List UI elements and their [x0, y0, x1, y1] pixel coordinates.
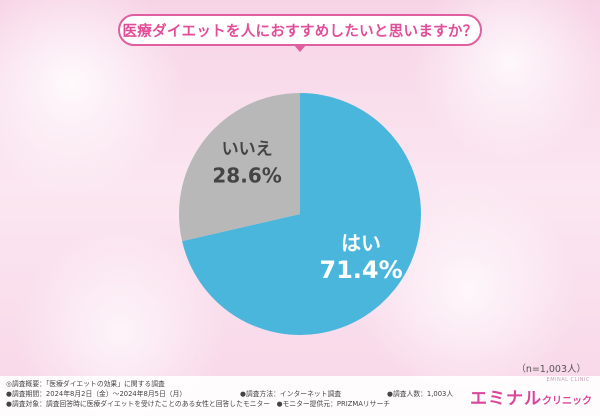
pie-label-1: いいえ — [222, 139, 273, 159]
logo-sub-text: クリニック — [542, 396, 592, 407]
question-title: 医療ダイエットを人におすすめしたいと思いますか？ — [122, 23, 478, 40]
survey-footer: ◎調査概要：「医療ダイエットの効果」に関する調査 ●調査期間：2024年8月2日… — [0, 376, 600, 416]
survey-method: ●調査方法：インターネット調査 — [240, 390, 342, 398]
survey-overview: ◎調査概要：「医療ダイエットの効果」に関する調査 — [6, 380, 165, 388]
pie-slice-1 — [178, 93, 300, 242]
logo-main-text: エミナル — [470, 389, 542, 409]
eminal-clinic-logo: EMINAL CLINIC エミナルクリニック — [470, 377, 592, 409]
survey-period: ●調査期間：2024年8月2日（金）～2024年8月5日（月） — [6, 390, 187, 398]
pie-slice-0 — [182, 93, 421, 335]
pie-value-1: 28.6% — [212, 163, 281, 187]
logo-small-text: EMINAL CLINIC — [546, 377, 590, 383]
question-title-pill: 医療ダイエットを人におすすめしたいと思いますか？ — [118, 14, 482, 52]
survey-target: ●調査対象：調査回答時に医療ダイエットを受けたことのある女性と回答したモニター — [6, 400, 271, 408]
pie-slices — [178, 93, 421, 335]
survey-provider: ●モニター提供元：PRIZMAリサーチ — [276, 400, 391, 408]
sample-size-label: （n=1,003人） — [516, 364, 586, 375]
pie-value-0: 71.4% — [319, 256, 402, 284]
survey-count: ●調査人数：1,003人 — [387, 390, 454, 398]
survey-notes: ◎調査概要：「医療ダイエットの効果」に関する調査 ●調査期間：2024年8月2日… — [6, 379, 453, 409]
pie-label-0: はい — [341, 231, 381, 255]
